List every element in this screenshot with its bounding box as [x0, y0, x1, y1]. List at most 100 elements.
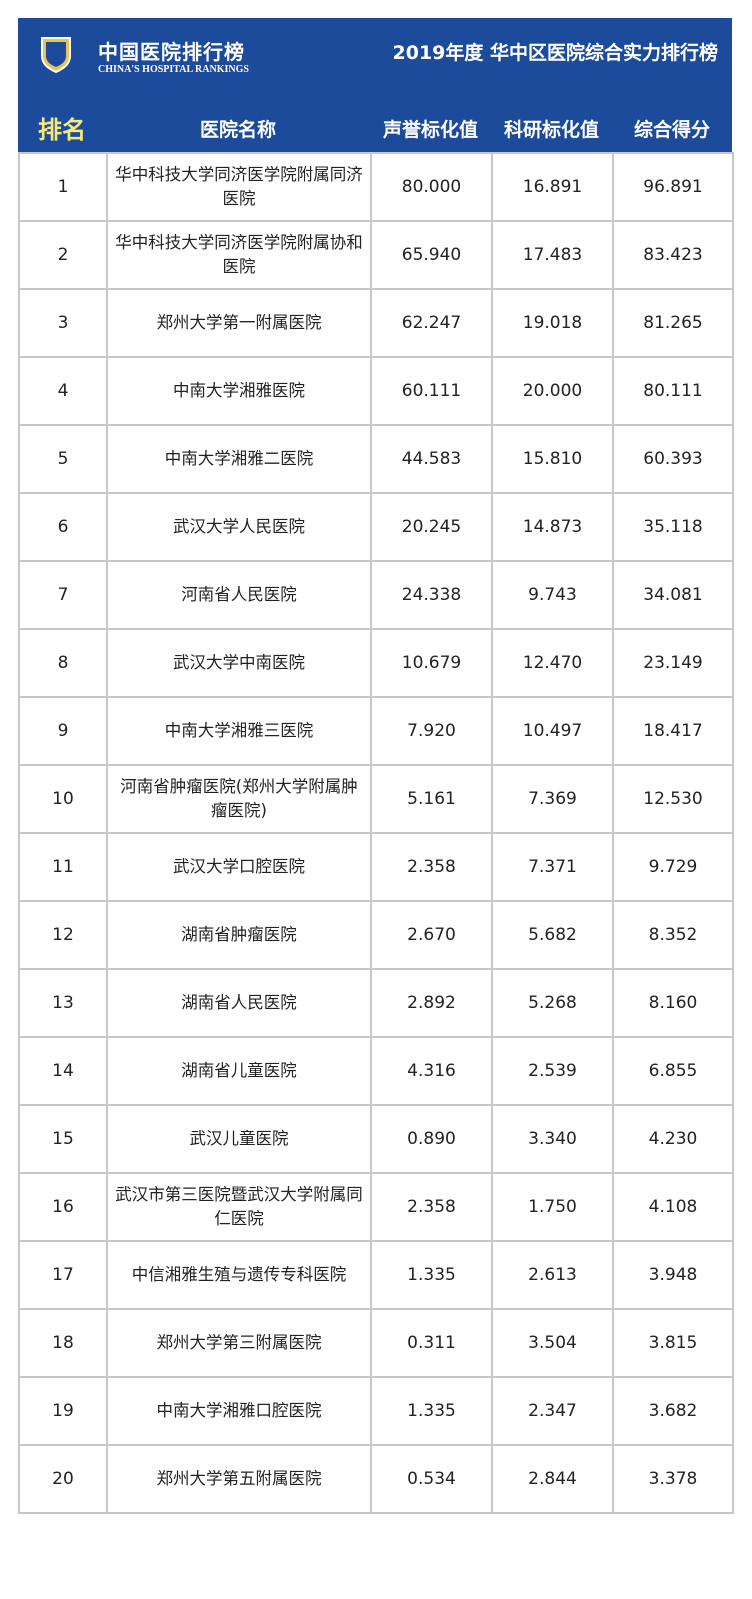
research-cell: 19.018 — [491, 288, 614, 358]
table-row: 8 武汉大学中南医院 10.679 12.470 23.149 — [18, 628, 734, 698]
hospital-name-cell: 华中科技大学同济医学院附属同济医院 — [106, 152, 372, 222]
table-row: 7 河南省人民医院 24.338 9.743 34.081 — [18, 560, 734, 630]
research-cell: 3.340 — [491, 1104, 614, 1174]
reputation-cell: 24.338 — [370, 560, 493, 630]
hospital-name-cell: 中南大学湘雅三医院 — [106, 696, 372, 766]
rank-cell: 19 — [18, 1376, 108, 1446]
table-row: 5 中南大学湘雅二医院 44.583 15.810 60.393 — [18, 424, 734, 494]
hospital-name-cell: 湖南省人民医院 — [106, 968, 372, 1038]
column-header-rank: 排名 — [38, 116, 86, 144]
research-cell: 2.347 — [491, 1376, 614, 1446]
column-header-score: 综合得分 — [633, 119, 710, 141]
hospital-name-cell: 河南省肿瘤医院(郑州大学附属肿瘤医院) — [106, 764, 372, 834]
score-cell: 80.111 — [612, 356, 734, 426]
research-cell: 3.504 — [491, 1308, 614, 1378]
hospital-name-cell: 中信湘雅生殖与遗传专科医院 — [106, 1240, 372, 1310]
ranking-table: 1 华中科技大学同济医学院附属同济医院 80.000 16.891 96.891 2 华中科… — [18, 152, 734, 1514]
table-row: 13 湖南省人民医院 2.892 5.268 8.160 — [18, 968, 734, 1038]
rank-cell: 14 — [18, 1036, 108, 1106]
research-cell: 14.873 — [491, 492, 614, 562]
column-header-research: 科研标化值 — [503, 119, 599, 141]
hospital-name-cell: 武汉大学人民医院 — [106, 492, 372, 562]
reputation-cell: 0.534 — [370, 1444, 493, 1514]
rank-cell: 5 — [18, 424, 108, 494]
score-cell: 3.815 — [612, 1308, 734, 1378]
score-cell: 8.160 — [612, 968, 734, 1038]
research-cell: 5.268 — [491, 968, 614, 1038]
rank-cell: 4 — [18, 356, 108, 426]
table-row: 11 武汉大学口腔医院 2.358 7.371 9.729 — [18, 832, 734, 902]
rank-cell: 13 — [18, 968, 108, 1038]
table-row: 15 武汉儿童医院 0.890 3.340 4.230 — [18, 1104, 734, 1174]
reputation-cell: 4.316 — [370, 1036, 493, 1106]
table-header-banner: 中国医院排行榜 CHINA'S HOSPITAL RANKINGS 2019年度… — [18, 18, 732, 152]
reputation-cell: 62.247 — [370, 288, 493, 358]
rank-cell: 15 — [18, 1104, 108, 1174]
research-cell: 10.497 — [491, 696, 614, 766]
score-cell: 81.265 — [612, 288, 734, 358]
column-headers: 排名 医院名称 声誉标化值 科研标化值 综合得分 — [18, 110, 732, 150]
rank-cell: 8 — [18, 628, 108, 698]
rank-cell: 17 — [18, 1240, 108, 1310]
column-header-reputation: 声誉标化值 — [382, 119, 478, 141]
score-cell: 18.417 — [612, 696, 734, 766]
rank-cell: 7 — [18, 560, 108, 630]
hospital-name-cell: 中南大学湘雅口腔医院 — [106, 1376, 372, 1446]
table-row: 19 中南大学湘雅口腔医院 1.335 2.347 3.682 — [18, 1376, 734, 1446]
hospital-name-cell: 湖南省儿童医院 — [106, 1036, 372, 1106]
shield-logo-icon — [41, 37, 71, 74]
reputation-cell: 65.940 — [370, 220, 493, 290]
hospital-name-cell: 武汉大学中南医院 — [106, 628, 372, 698]
reputation-cell: 0.890 — [370, 1104, 493, 1174]
research-cell: 20.000 — [491, 356, 614, 426]
research-cell: 17.483 — [491, 220, 614, 290]
score-cell: 3.682 — [612, 1376, 734, 1446]
table-row: 2 华中科技大学同济医学院附属协和医院 65.940 17.483 83.423 — [18, 220, 734, 290]
table-row: 3 郑州大学第一附属医院 62.247 19.018 81.265 — [18, 288, 734, 358]
research-cell: 2.844 — [491, 1444, 614, 1514]
hospital-name-cell: 武汉市第三医院暨武汉大学附属同仁医院 — [106, 1172, 372, 1242]
brand-name: 中国医院排行榜 — [98, 40, 245, 64]
score-cell: 83.423 — [612, 220, 734, 290]
score-cell: 3.378 — [612, 1444, 734, 1514]
score-cell: 35.118 — [612, 492, 734, 562]
research-cell: 2.613 — [491, 1240, 614, 1310]
hospital-name-cell: 湖南省肿瘤医院 — [106, 900, 372, 970]
hospital-name-cell: 郑州大学第三附属医院 — [106, 1308, 372, 1378]
research-cell: 7.371 — [491, 832, 614, 902]
score-cell: 3.948 — [612, 1240, 734, 1310]
table-row: 10 河南省肿瘤医院(郑州大学附属肿瘤医院) 5.161 7.369 12.530 — [18, 764, 734, 834]
rank-cell: 18 — [18, 1308, 108, 1378]
rank-cell: 3 — [18, 288, 108, 358]
table-row: 16 武汉市第三医院暨武汉大学附属同仁医院 2.358 1.750 4.108 — [18, 1172, 734, 1242]
score-cell: 8.352 — [612, 900, 734, 970]
rank-cell: 2 — [18, 220, 108, 290]
research-cell: 7.369 — [491, 764, 614, 834]
reputation-cell: 2.358 — [370, 832, 493, 902]
reputation-cell: 2.358 — [370, 1172, 493, 1242]
research-cell: 5.682 — [491, 900, 614, 970]
research-cell: 12.470 — [491, 628, 614, 698]
score-cell: 96.891 — [612, 152, 734, 222]
table-row: 6 武汉大学人民医院 20.245 14.873 35.118 — [18, 492, 734, 562]
score-cell: 4.108 — [612, 1172, 734, 1242]
page-title: 2019年度 华中区医院综合实力排行榜 — [392, 42, 719, 64]
rank-cell: 1 — [18, 152, 108, 222]
research-cell: 16.891 — [491, 152, 614, 222]
rank-cell: 20 — [18, 1444, 108, 1514]
hospital-name-cell: 武汉大学口腔医院 — [106, 832, 372, 902]
hospital-name-cell: 郑州大学第五附属医院 — [106, 1444, 372, 1514]
score-cell: 9.729 — [612, 832, 734, 902]
reputation-cell: 1.335 — [370, 1240, 493, 1310]
hospital-name-cell: 中南大学湘雅医院 — [106, 356, 372, 426]
table-row: 14 湖南省儿童医院 4.316 2.539 6.855 — [18, 1036, 734, 1106]
table-row: 17 中信湘雅生殖与遗传专科医院 1.335 2.613 3.948 — [18, 1240, 734, 1310]
column-header-name: 医院名称 — [199, 119, 276, 141]
rank-cell: 11 — [18, 832, 108, 902]
score-cell: 34.081 — [612, 560, 734, 630]
score-cell: 6.855 — [612, 1036, 734, 1106]
reputation-cell: 2.670 — [370, 900, 493, 970]
rank-cell: 16 — [18, 1172, 108, 1242]
reputation-cell: 0.311 — [370, 1308, 493, 1378]
hospital-name-cell: 中南大学湘雅二医院 — [106, 424, 372, 494]
